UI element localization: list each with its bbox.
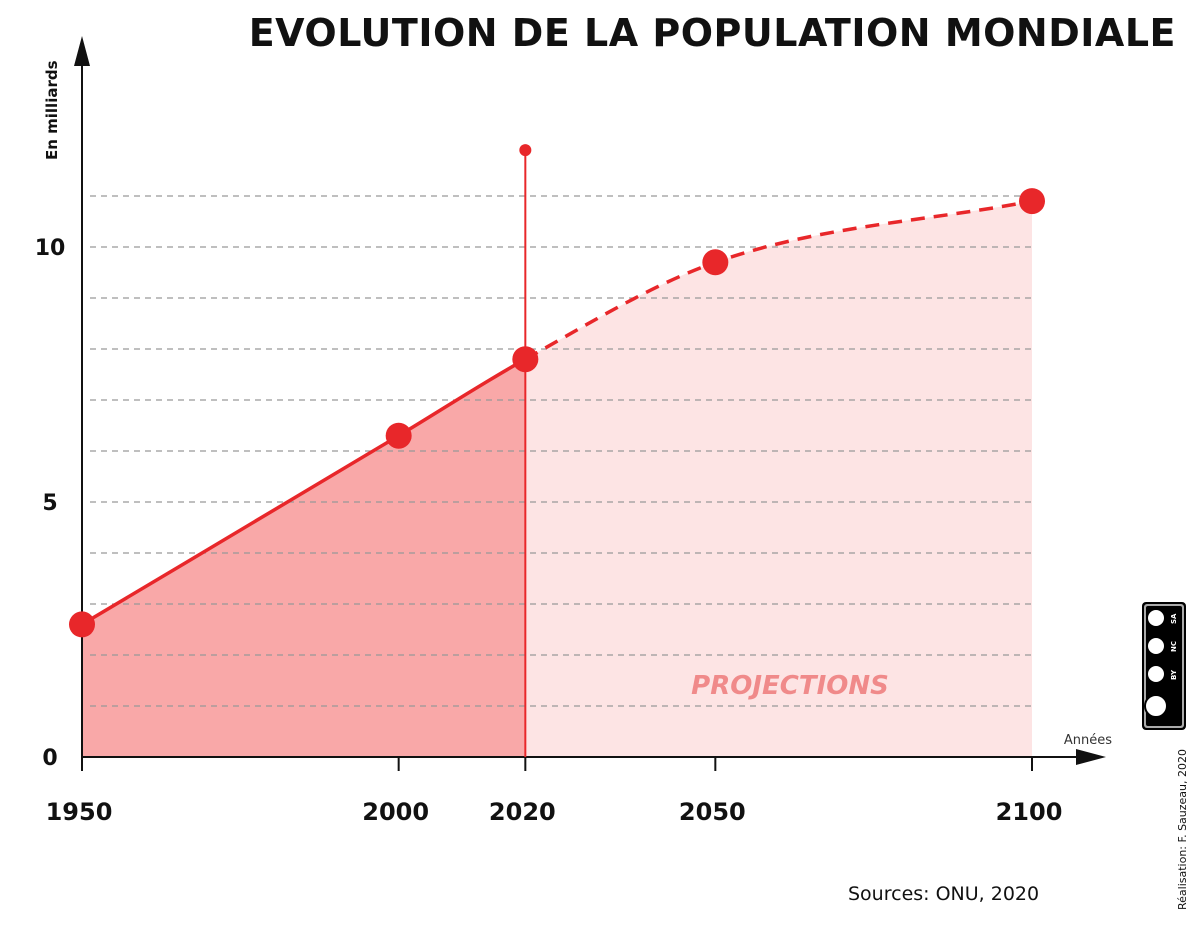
x-tick-labels: 1950 2000 2020 2050 2100	[46, 798, 1063, 826]
y-axis-label: En milliards	[43, 60, 61, 160]
projected-area	[525, 201, 1032, 758]
projections-label: PROJECTIONS	[691, 671, 889, 701]
x-tick-label: 2020	[489, 798, 556, 826]
cc-by-nc-sa-icon: SA NC BY	[1142, 602, 1186, 730]
y-axis-arrow-icon	[74, 36, 90, 66]
y-tick-label: 0	[42, 746, 57, 771]
y-tick-labels: 0 5 10	[35, 236, 66, 771]
x-tick-label: 2050	[679, 798, 746, 826]
projected-line	[524, 199, 1033, 361]
marker-line-dot	[519, 144, 532, 157]
license-label-nc: NC	[1170, 641, 1178, 652]
data-point	[702, 249, 729, 276]
data-point	[512, 346, 539, 373]
observed-area	[82, 359, 526, 757]
axes	[74, 36, 1106, 771]
x-tick-label: 2000	[362, 798, 429, 826]
x-tick-label: 1950	[46, 798, 113, 826]
gridlines	[90, 195, 1036, 707]
data-point	[1019, 188, 1045, 215]
data-points	[69, 188, 1045, 638]
chart-title: EVOLUTION DE LA POPULATION MONDIALE	[249, 11, 1176, 55]
y-tick-label: 10	[35, 236, 66, 261]
credit-note: Réalisation: F. Sauzeau, 2020	[1176, 749, 1189, 910]
data-point	[385, 422, 412, 449]
x-axis-label: Années	[1064, 733, 1112, 748]
observed-line	[81, 357, 527, 626]
x-tick-label: 2100	[996, 798, 1063, 826]
license-label-by: BY	[1170, 669, 1178, 680]
license-label-sa: SA	[1170, 613, 1178, 624]
source-note: Sources: ONU, 2020	[848, 883, 1039, 905]
series-line	[81, 199, 1033, 626]
area-fills	[82, 201, 1032, 758]
data-point	[69, 611, 95, 638]
y-tick-label: 5	[42, 491, 57, 516]
x-axis-arrow-icon	[1076, 749, 1106, 765]
